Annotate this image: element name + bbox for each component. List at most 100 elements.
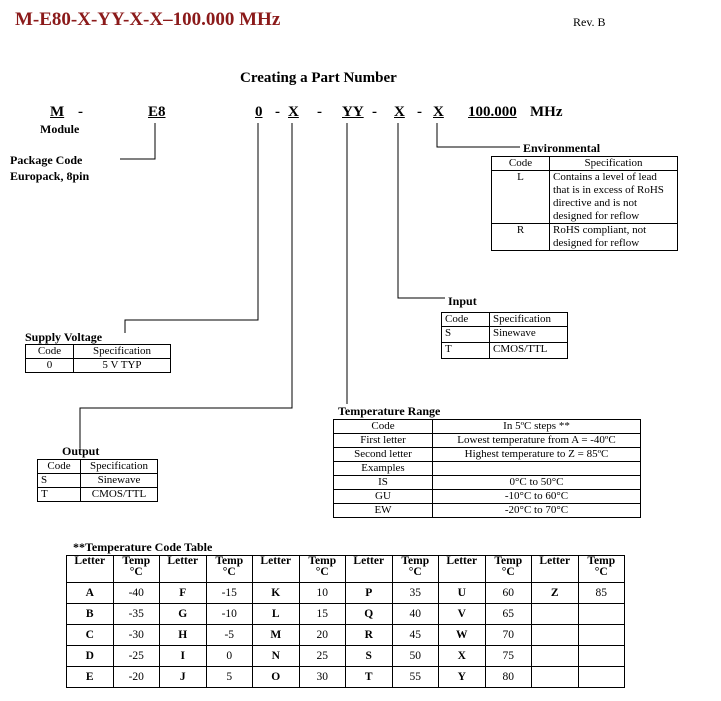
table-row: A -40 F -15 K 10 P 35 U 60 Z 85 <box>66 582 625 604</box>
temp-value: -15 <box>205 582 253 604</box>
temp-value <box>577 603 625 625</box>
voltage-spec: 5 V TYP <box>73 358 171 373</box>
header-unit-text: °C <box>315 566 329 578</box>
temp-letter: C <box>66 624 114 646</box>
header-code: Code <box>491 156 550 171</box>
temp-range-row: GU -10°C to 60°C <box>333 489 641 504</box>
temp-value: -5 <box>205 624 253 646</box>
header-temp-text: Temp <box>587 555 616 567</box>
header-code: Code <box>441 312 490 327</box>
temp-letter <box>531 624 579 646</box>
header-temp-text: Temp <box>308 555 337 567</box>
temp-letter: M <box>252 624 300 646</box>
temp-value: -30 <box>112 624 160 646</box>
voltage-code: 0 <box>25 358 74 373</box>
header-temp: Temp °C <box>205 555 253 583</box>
header-temp: Temp °C <box>298 555 346 583</box>
temp-letter: K <box>252 582 300 604</box>
part-segment: MHz <box>530 104 563 120</box>
temp-value: -20 <box>112 666 160 688</box>
header-unit-text: °C <box>129 566 143 578</box>
input-table: Code Specification S Sinewave T CMOS/TTL <box>441 312 568 359</box>
temp-letter: T <box>345 666 393 688</box>
temp-value: 70 <box>484 624 532 646</box>
temp-letter: V <box>438 603 486 625</box>
temp-code-table-title: **Temperature Code Table <box>73 540 213 554</box>
temp-value: 60 <box>484 582 532 604</box>
header-temp-text: Temp <box>215 555 244 567</box>
temp-value: -35 <box>112 603 160 625</box>
input-title: Input <box>448 294 477 308</box>
temp-value: 65 <box>484 603 532 625</box>
section-title: Creating a Part Number <box>240 70 397 86</box>
temp-value: -25 <box>112 645 160 667</box>
temp-value: -10 <box>205 603 253 625</box>
temp-range-value: Lowest temperature from A = -40ºC <box>432 433 641 448</box>
temp-value: 35 <box>391 582 439 604</box>
module-label: Module <box>40 122 80 136</box>
temp-letter: X <box>438 645 486 667</box>
header-code: Code <box>37 459 81 474</box>
header-letter: Letter <box>159 555 207 583</box>
env-code: L <box>491 170 550 224</box>
part-segment: 100.000 <box>468 104 517 120</box>
header-temp: Temp °C <box>112 555 160 583</box>
temp-range-value: -10°C to 60°C <box>432 489 641 504</box>
header-letter: Letter <box>345 555 393 583</box>
temp-range-row: EW -20°C to 70°C <box>333 503 641 518</box>
header-letter: Letter <box>531 555 579 583</box>
header-spec: Specification <box>80 459 158 474</box>
document-title: M-E80-X-YY-X-X–100.000 MHz <box>15 9 281 30</box>
part-segment: X <box>433 104 444 120</box>
temp-range-code: Code <box>333 419 433 434</box>
temp-value: 50 <box>391 645 439 667</box>
header-letter-text: Letter <box>446 555 478 567</box>
revision-label: Rev. B <box>573 15 606 29</box>
header-temp-text: Temp <box>494 555 523 567</box>
header-letter-text: Letter <box>167 555 199 567</box>
part-segment: 0 <box>255 104 263 120</box>
table-row: D -25 I 0 N 25 S 50 X 75 <box>66 645 625 667</box>
temp-letter <box>531 666 579 688</box>
temperature-range-title: Temperature Range <box>338 404 441 418</box>
temp-value <box>577 624 625 646</box>
temp-range-code: Second letter <box>333 447 433 462</box>
header-unit-text: °C <box>501 566 515 578</box>
temp-value: 15 <box>298 603 346 625</box>
temp-letter <box>531 645 579 667</box>
temp-value: 85 <box>577 582 625 604</box>
temperature-range-table: Code In 5ºC steps ** First letter Lowest te… <box>333 419 641 518</box>
temp-letter: O <box>252 666 300 688</box>
header-letter-text: Letter <box>539 555 571 567</box>
temp-value: 0 <box>205 645 253 667</box>
header-spec: Specification <box>73 344 171 359</box>
header-letter-text: Letter <box>353 555 385 567</box>
temp-letter: P <box>345 582 393 604</box>
input-spec: Sinewave <box>489 326 568 343</box>
temp-range-row: Examples <box>333 461 641 476</box>
output-code: S <box>37 473 81 488</box>
header-letter: Letter <box>252 555 300 583</box>
temp-letter: I <box>159 645 207 667</box>
temp-letter: A <box>66 582 114 604</box>
temp-range-code: Examples <box>333 461 433 476</box>
temp-letter: F <box>159 582 207 604</box>
header-letter: Letter <box>66 555 114 583</box>
header-temp: Temp °C <box>577 555 625 583</box>
header-temp: Temp °C <box>484 555 532 583</box>
header-letter-text: Letter <box>260 555 292 567</box>
output-table: Code Specification S Sinewave T CMOS/TTL <box>37 459 158 502</box>
part-segment: - <box>317 104 322 120</box>
environmental-title: Environmental <box>523 141 601 155</box>
temp-value: 45 <box>391 624 439 646</box>
temp-value <box>577 666 625 688</box>
temp-letter: Z <box>531 582 579 604</box>
header-temp: Temp °C <box>391 555 439 583</box>
header-unit-text: °C <box>408 566 422 578</box>
temp-value: 20 <box>298 624 346 646</box>
part-segment: - <box>372 104 377 120</box>
temp-range-value: -20°C to 70°C <box>432 503 641 518</box>
